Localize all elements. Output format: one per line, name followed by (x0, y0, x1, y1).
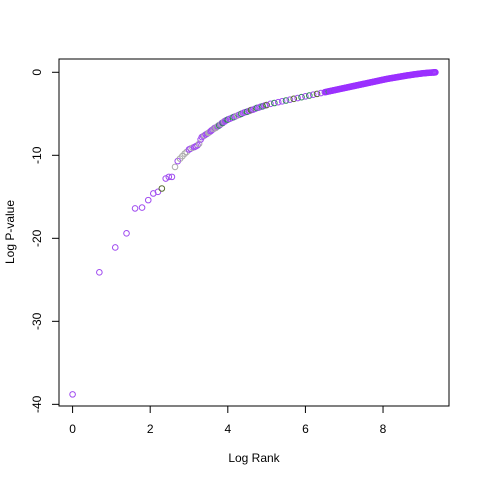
data-point (195, 140, 203, 147)
data-point (282, 97, 290, 104)
data-point (431, 69, 439, 76)
data-point (290, 95, 298, 103)
y-axis-title: Log P-value (3, 200, 17, 264)
y-tick-label: -10 (30, 146, 44, 164)
data-point (305, 92, 313, 99)
x-tick-label: 0 (69, 422, 76, 436)
data-point (144, 196, 152, 204)
data-point (96, 269, 103, 276)
y-axis: 0 -10 -20 -30 -40 (30, 69, 60, 413)
data-point (274, 98, 282, 106)
data-point (294, 94, 301, 102)
y-tick-label: -40 (30, 395, 44, 413)
data-point (168, 173, 176, 181)
x-tick-label: 2 (147, 422, 154, 436)
data-point (154, 188, 162, 196)
y-tick-label: -20 (30, 229, 44, 247)
x-axis-title: Log Rank (228, 451, 280, 465)
data-point (165, 173, 173, 181)
data-point (263, 101, 270, 109)
y-tick-label: 0 (30, 69, 44, 76)
x-axis: 0 2 4 6 8 (69, 405, 387, 436)
x-tick-label: 8 (380, 422, 387, 436)
data-point (313, 90, 321, 98)
data-point (181, 150, 189, 157)
data-point (286, 96, 294, 103)
data-point (267, 100, 274, 108)
data-point (302, 93, 309, 100)
data-point (194, 142, 201, 149)
data-point (171, 163, 179, 171)
data-point (123, 230, 130, 237)
data-point (111, 244, 119, 251)
data-point (278, 98, 286, 105)
data-point (158, 185, 166, 192)
data-point (309, 91, 317, 98)
data-point (271, 99, 278, 107)
data-point (162, 175, 170, 182)
x-tick-label: 6 (302, 422, 309, 436)
data-point (131, 205, 139, 212)
data-point (138, 204, 146, 211)
points-layer (69, 68, 439, 398)
y-tick-label: -30 (30, 312, 44, 330)
data-point (69, 391, 76, 398)
x-tick-label: 4 (224, 422, 231, 436)
data-point (298, 93, 305, 101)
